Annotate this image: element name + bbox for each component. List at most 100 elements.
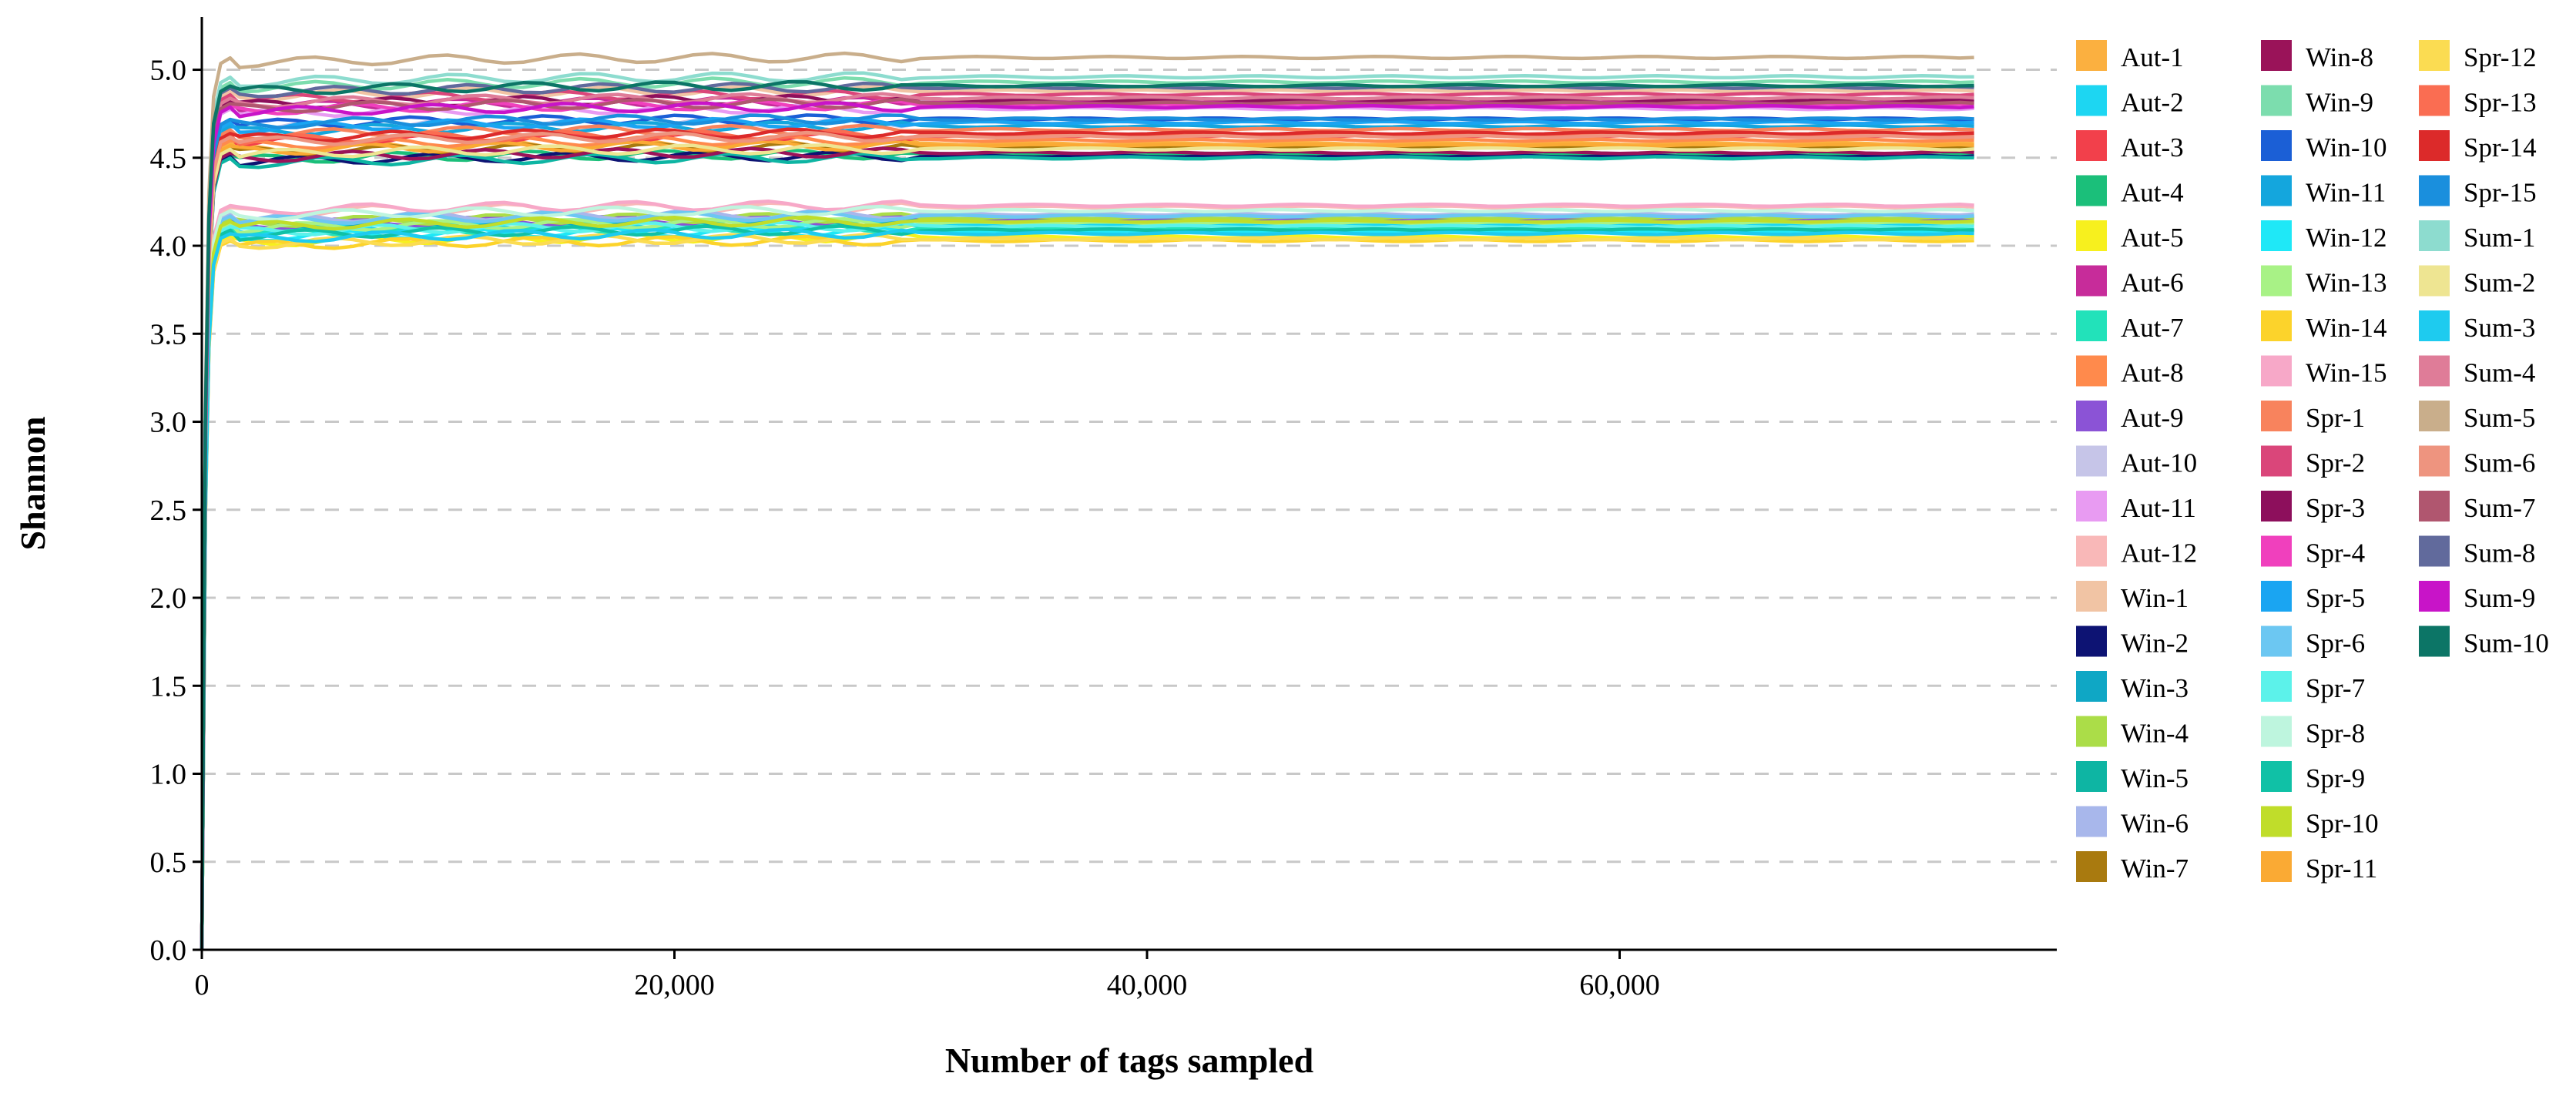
legend-label: Spr-11 (2306, 854, 2377, 884)
legend-item-spr-7: Spr-7 (2261, 671, 2365, 703)
legend-item-aut-4: Aut-4 (2076, 175, 2184, 208)
legend-label: Win-7 (2121, 854, 2189, 884)
legend-label: Aut-5 (2121, 223, 2184, 253)
legend-item-win-8: Win-8 (2261, 40, 2373, 72)
series-line-aut-9 (200, 213, 1974, 951)
legend-label: Aut-3 (2121, 132, 2184, 163)
series-line-win-2 (200, 150, 1974, 951)
legend-swatch (2261, 671, 2292, 702)
legend-item-aut-7: Aut-7 (2076, 310, 2184, 343)
legend-swatch (2261, 220, 2292, 251)
y-tick-label: 3.5 (150, 318, 187, 350)
legend-label: Aut-9 (2121, 403, 2184, 433)
legend-item-win-13: Win-13 (2261, 265, 2387, 298)
y-tick-label: 5.0 (150, 55, 187, 87)
series-line-sum-3 (200, 227, 1974, 951)
legend-swatch (2076, 175, 2107, 206)
legend-item-sum-9: Sum-9 (2419, 581, 2535, 613)
series-line-win-12 (200, 226, 1974, 951)
grid-lines (202, 69, 2057, 864)
legend-label: Win-1 (2121, 583, 2189, 613)
series-line-win-8 (200, 146, 1974, 951)
axes (200, 17, 2057, 951)
legend-swatch (2261, 761, 2292, 792)
legend-swatch (2076, 401, 2107, 431)
series-line-aut-8 (200, 134, 1974, 951)
legend-label: Spr-6 (2306, 629, 2365, 659)
legend-swatch (2261, 175, 2292, 206)
series-line-spr-12 (200, 233, 1974, 951)
series-line-win-5 (200, 152, 1974, 951)
x-tick-label: 20,000 (634, 969, 715, 1001)
series-line-win-15 (200, 199, 1974, 951)
legend-item-aut-3: Aut-3 (2076, 130, 2184, 163)
legend-label: Win-10 (2306, 132, 2387, 163)
legend-swatch (2076, 716, 2107, 747)
series-line-win-14 (200, 234, 1974, 951)
series-line-aut-10 (200, 116, 1974, 951)
series-line-spr-13 (200, 129, 1974, 951)
series-line-spr-11 (200, 139, 1974, 951)
series-line-spr-8 (200, 204, 1974, 951)
legend-label: Win-5 (2121, 763, 2189, 793)
series-line-spr-14 (200, 127, 1974, 951)
legend-label: Sum-10 (2464, 629, 2549, 659)
legend-label: Sum-1 (2464, 223, 2535, 253)
legend-swatch (2419, 130, 2450, 161)
legend-item-win-10: Win-10 (2261, 130, 2387, 163)
legend-item-win-7: Win-7 (2076, 851, 2189, 884)
legend-item-spr-9: Spr-9 (2261, 761, 2365, 793)
legend-label: Aut-2 (2121, 88, 2184, 118)
legend-swatch (2076, 491, 2107, 521)
legend-item-spr-13: Spr-13 (2419, 85, 2537, 118)
legend-item-spr-1: Spr-1 (2261, 401, 2365, 433)
legend-swatch (2261, 310, 2292, 341)
legend-label: Win-6 (2121, 809, 2189, 839)
legend-swatch (2076, 761, 2107, 792)
series-line-spr-10 (200, 215, 1974, 951)
legend-item-spr-10: Spr-10 (2261, 806, 2379, 839)
legend-item-win-3: Win-3 (2076, 671, 2189, 703)
tick-labels: 0.0 0.5 1.0 1.5 2.0 2.5 3.0 3.5 4.0 4.5 5.0 0 20,000… (150, 55, 1660, 1001)
legend-item-aut-2: Aut-2 (2076, 85, 2184, 118)
legend-swatch (2261, 806, 2292, 837)
legend-swatch (2076, 310, 2107, 341)
y-tick-label: 1.0 (150, 759, 187, 791)
series-line-win-7 (200, 141, 1974, 951)
legend-swatch (2261, 581, 2292, 612)
legend-label: Spr-14 (2464, 132, 2537, 163)
y-tick-label: 2.5 (150, 495, 187, 527)
legend-label: Win-9 (2306, 88, 2373, 118)
legend-item-aut-6: Aut-6 (2076, 265, 2184, 298)
legend-swatch (2419, 175, 2450, 206)
legend-item-spr-8: Spr-8 (2261, 716, 2365, 749)
legend-label: Spr-9 (2306, 763, 2365, 793)
legend-item-win-6: Win-6 (2076, 806, 2189, 839)
legend-swatch (2076, 265, 2107, 297)
legend-swatch (2261, 851, 2292, 882)
legend-item-win-12: Win-12 (2261, 220, 2387, 253)
series-line-spr-15 (200, 113, 1974, 951)
series-line-aut-5 (200, 231, 1974, 951)
series-line-win-4 (200, 211, 1974, 951)
y-tick-label: 2.0 (150, 582, 187, 615)
y-tick-label: 0.5 (150, 847, 187, 879)
legend-label: Win-12 (2306, 223, 2387, 253)
legend: Aut-1 Aut-2 Aut-3 Aut-4 Aut-5 Aut-6 Aut-7 Aut-8… (2076, 40, 2549, 884)
series-line-win-6 (200, 208, 1974, 951)
legend-swatch (2419, 265, 2450, 297)
legend-item-spr-5: Spr-5 (2261, 581, 2365, 613)
legend-swatch (2076, 130, 2107, 161)
legend-item-aut-12: Aut-12 (2076, 535, 2197, 568)
series-line-aut-4 (200, 148, 1974, 951)
series-line-aut-1 (200, 137, 1974, 951)
legend-item-aut-1: Aut-1 (2076, 40, 2184, 72)
legend-item-spr-4: Spr-4 (2261, 535, 2365, 568)
series-line-sum-9 (200, 101, 1974, 951)
series-line-aut-12 (200, 201, 1974, 951)
legend-label: Aut-12 (2121, 538, 2197, 568)
legend-swatch (2261, 85, 2292, 116)
legend-swatch (2419, 310, 2450, 341)
legend-item-sum-10: Sum-10 (2419, 625, 2549, 659)
series-line-aut-3 (200, 130, 1974, 951)
